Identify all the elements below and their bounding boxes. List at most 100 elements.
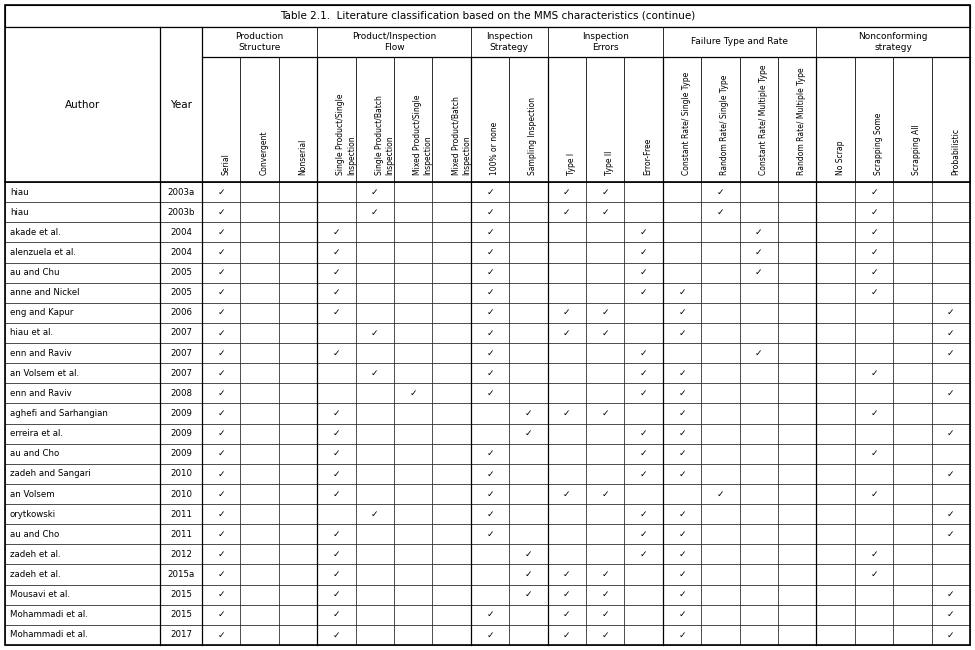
Bar	[701, 57, 740, 182]
Bar	[509, 484, 548, 504]
Bar	[778, 524, 816, 544]
Bar	[893, 625, 931, 645]
Text: ✓: ✓	[332, 489, 340, 499]
Bar	[586, 182, 624, 202]
Bar	[202, 584, 241, 604]
Text: ✓: ✓	[487, 248, 493, 257]
Text: ✓: ✓	[679, 590, 685, 599]
Bar	[931, 57, 970, 182]
Text: ✓: ✓	[871, 369, 878, 378]
Text: ✓: ✓	[332, 590, 340, 599]
Bar	[202, 202, 241, 222]
Bar	[356, 323, 394, 343]
Bar	[586, 604, 624, 625]
Bar	[548, 444, 586, 464]
Text: ✓: ✓	[679, 308, 685, 317]
Bar	[893, 504, 931, 524]
Text: ✓: ✓	[602, 630, 609, 640]
Bar	[317, 464, 356, 484]
Bar	[241, 625, 279, 645]
Text: ✓: ✓	[525, 409, 532, 418]
Text: zadeh et al.: zadeh et al.	[10, 550, 60, 559]
Bar	[548, 524, 586, 544]
Text: ✓: ✓	[679, 369, 685, 378]
Bar	[701, 584, 740, 604]
Bar	[586, 504, 624, 524]
Text: 2008: 2008	[170, 389, 192, 398]
Text: ✓: ✓	[487, 288, 493, 297]
Text: ✓: ✓	[332, 610, 340, 619]
Bar	[432, 283, 471, 303]
Bar	[548, 303, 586, 323]
Bar	[816, 363, 855, 383]
Bar	[317, 584, 356, 604]
Text: ✓: ✓	[525, 570, 532, 579]
Bar	[701, 544, 740, 564]
Bar	[394, 363, 432, 383]
Bar	[586, 464, 624, 484]
Bar	[241, 464, 279, 484]
Bar	[5, 283, 160, 303]
Text: ✓: ✓	[217, 248, 225, 257]
Text: ✓: ✓	[217, 510, 225, 519]
Text: ✓: ✓	[487, 469, 493, 478]
Bar	[471, 303, 509, 323]
Bar	[432, 464, 471, 484]
Bar	[624, 444, 663, 464]
Text: ✓: ✓	[871, 449, 878, 458]
Bar	[471, 57, 509, 182]
Text: ✓: ✓	[217, 328, 225, 337]
Text: hiau: hiau	[10, 208, 28, 216]
Bar	[241, 363, 279, 383]
Text: orytkowski: orytkowski	[10, 510, 57, 519]
Bar	[816, 524, 855, 544]
Bar	[931, 363, 970, 383]
Bar	[663, 464, 701, 484]
Bar	[202, 323, 241, 343]
Bar	[241, 323, 279, 343]
Bar	[356, 57, 394, 182]
Bar	[202, 444, 241, 464]
Bar	[778, 222, 816, 242]
Bar	[931, 524, 970, 544]
Bar	[624, 222, 663, 242]
Bar	[279, 625, 317, 645]
Bar	[394, 444, 432, 464]
Bar	[5, 524, 160, 544]
Bar	[740, 384, 778, 404]
Bar	[586, 57, 624, 182]
Bar	[279, 484, 317, 504]
Text: 2007: 2007	[170, 348, 192, 358]
Bar	[160, 263, 202, 283]
Bar	[816, 484, 855, 504]
Bar	[432, 484, 471, 504]
Bar	[624, 404, 663, 424]
Bar	[432, 242, 471, 263]
Bar	[931, 484, 970, 504]
Text: 2010: 2010	[170, 489, 192, 499]
Text: ✓: ✓	[487, 188, 493, 196]
Bar	[356, 544, 394, 564]
Bar	[816, 182, 855, 202]
Bar	[855, 384, 893, 404]
Bar	[931, 464, 970, 484]
Bar	[855, 303, 893, 323]
Bar	[624, 424, 663, 444]
Bar	[5, 384, 160, 404]
Bar	[893, 57, 931, 182]
Bar	[778, 564, 816, 584]
Bar	[855, 584, 893, 604]
Text: Single Product/Single
Inspection: Single Product/Single Inspection	[336, 94, 356, 175]
Bar	[317, 57, 356, 182]
Bar	[701, 263, 740, 283]
Text: 2004: 2004	[170, 248, 192, 257]
Bar	[931, 444, 970, 464]
Bar	[432, 303, 471, 323]
Bar	[317, 384, 356, 404]
Bar	[202, 464, 241, 484]
Bar	[356, 343, 394, 363]
Bar	[279, 283, 317, 303]
Text: ✓: ✓	[487, 449, 493, 458]
Bar	[356, 202, 394, 222]
Bar	[663, 323, 701, 343]
